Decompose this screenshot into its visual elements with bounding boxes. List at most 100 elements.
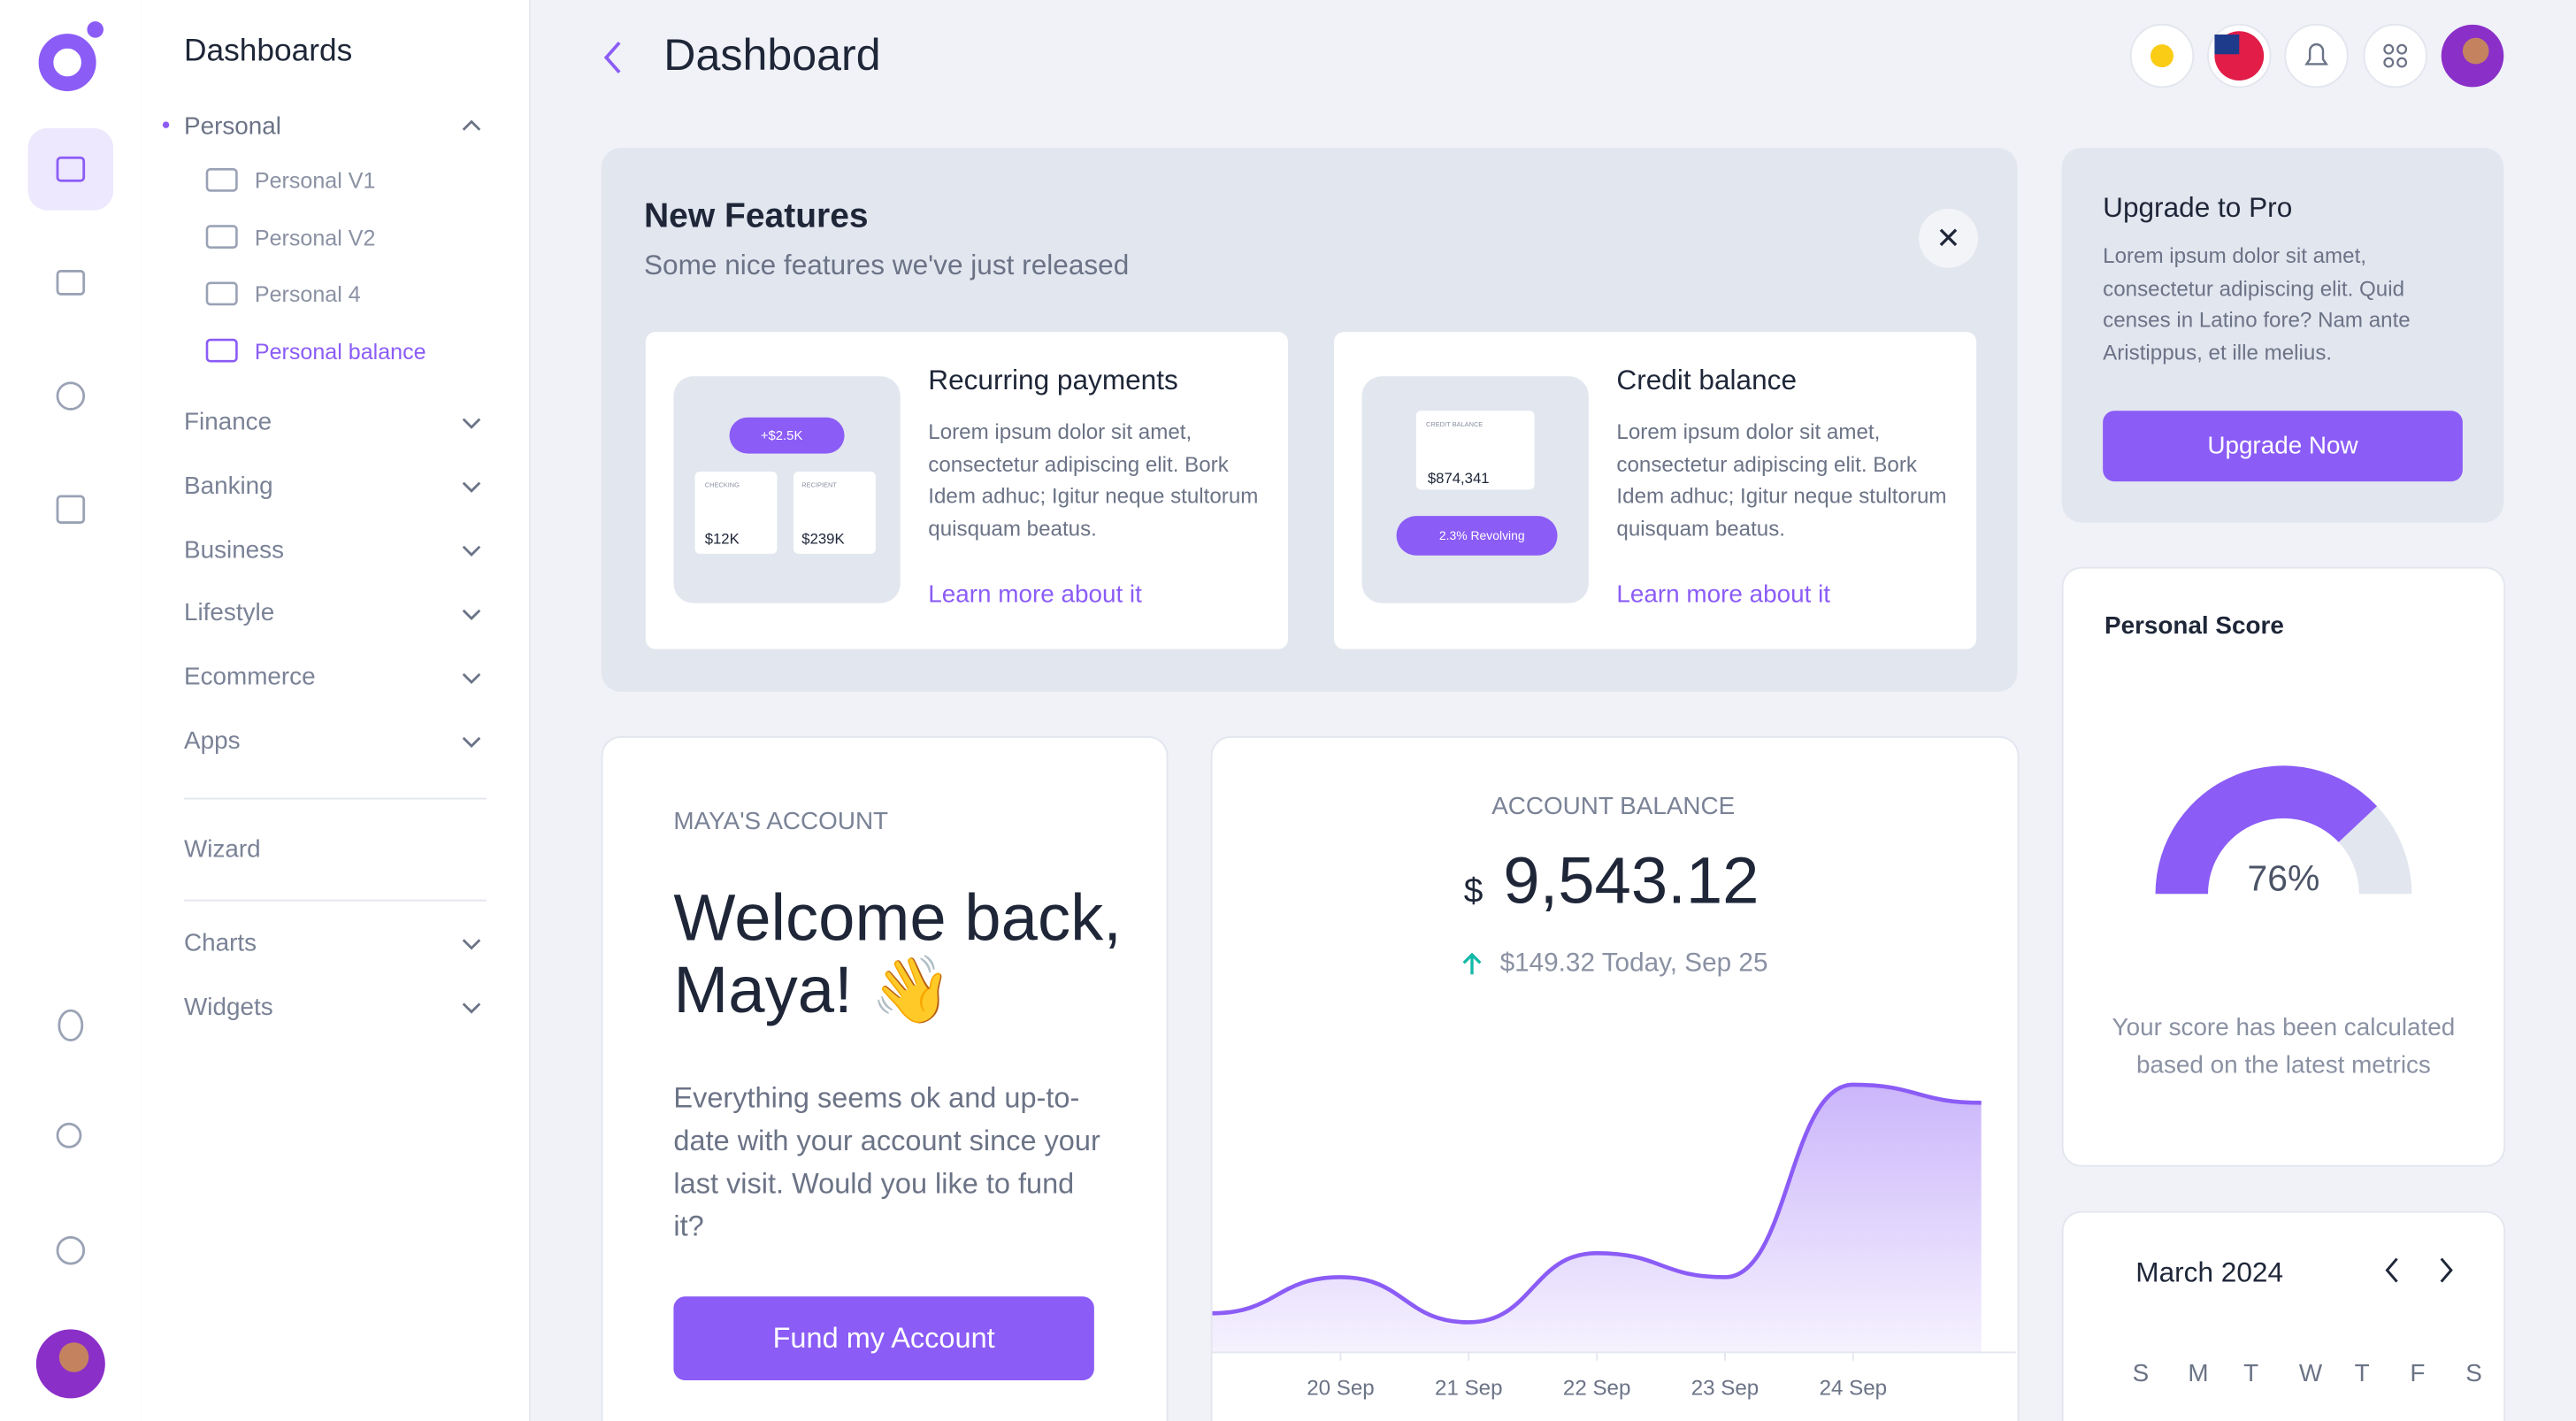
chevron bbox=[462, 736, 481, 749]
pill-text: +$2.5K bbox=[760, 427, 803, 443]
pill bbox=[729, 417, 845, 454]
icon[interactable] bbox=[56, 156, 86, 182]
line bbox=[1212, 1082, 1982, 1325]
score-card bbox=[2061, 566, 2506, 1167]
fund-button[interactable]: Fund my Account bbox=[673, 1296, 1094, 1381]
mini-label: RECIPIENT bbox=[801, 480, 837, 489]
features-subtitle: Some nice features we've just released bbox=[644, 250, 1130, 281]
icon[interactable] bbox=[58, 1009, 84, 1041]
x-tick-label: 21 Sep bbox=[1435, 1377, 1502, 1401]
card-text: Lorem ipsum dolor sit amet, consectetur … bbox=[928, 419, 1259, 541]
weekday: W bbox=[2298, 1359, 2323, 1388]
icon[interactable] bbox=[56, 270, 86, 296]
account-text: Everything seems ok and up-to-date with … bbox=[673, 1081, 1100, 1243]
mini-card bbox=[694, 472, 778, 554]
nav-group[interactable]: Lifestyle bbox=[184, 599, 275, 628]
nav-icon bbox=[205, 225, 238, 249]
nav-item[interactable]: Personal V1 bbox=[254, 168, 376, 194]
flag-canton bbox=[2214, 35, 2240, 55]
upgrade-button[interactable]: Upgrade Now bbox=[2103, 411, 2463, 482]
mini-label: CREDIT BALANCE bbox=[1426, 419, 1484, 428]
chevron bbox=[462, 672, 481, 685]
gauge-fill bbox=[2155, 765, 2378, 895]
nav-item[interactable]: Personal V2 bbox=[254, 225, 376, 250]
calendar-card bbox=[2061, 1210, 2506, 1421]
calendar-title: March 2024 bbox=[2135, 1256, 2284, 1289]
nav-group[interactable]: Widgets bbox=[184, 993, 273, 1021]
grid-dot bbox=[2396, 57, 2408, 68]
upgrade-title: Upgrade to Pro bbox=[2103, 192, 2293, 224]
balance-change: $149.32 Today, Sep 25 bbox=[1499, 949, 1768, 979]
rail-icons bbox=[27, 21, 114, 1399]
card-title: Recurring payments bbox=[928, 365, 1178, 396]
header-button[interactable] bbox=[2284, 23, 2349, 88]
chevron bbox=[462, 939, 481, 950]
score-title: Personal Score bbox=[2104, 611, 2284, 641]
logo bbox=[38, 34, 96, 92]
chevron bbox=[462, 418, 481, 429]
upgrade-text: Lorem ipsum dolor sit amet, consectetur … bbox=[2103, 242, 2411, 365]
nav-group[interactable]: Wizard bbox=[184, 835, 261, 864]
icon[interactable] bbox=[56, 1236, 86, 1265]
calendar-nav[interactable] bbox=[2373, 1252, 2465, 1288]
card-link[interactable]: Learn more about it bbox=[928, 580, 1142, 610]
gauge-label: 76% bbox=[2248, 858, 2320, 899]
nav-icon bbox=[205, 167, 238, 192]
header-button[interactable] bbox=[2363, 23, 2427, 88]
nav-group[interactable]: Personal bbox=[184, 112, 281, 141]
grid-dot bbox=[2383, 57, 2395, 68]
nav-item[interactable]: Personal 4 bbox=[254, 281, 361, 307]
welcome-title: Welcome back, Maya! 👋 bbox=[673, 882, 1122, 1027]
weekday: T bbox=[2243, 1359, 2259, 1388]
sun bbox=[2150, 44, 2174, 68]
mini-value: $239K bbox=[801, 530, 845, 548]
nav-group[interactable]: Business bbox=[184, 535, 285, 565]
logo-dot bbox=[87, 21, 104, 38]
grid-dot bbox=[2383, 43, 2395, 55]
icon[interactable] bbox=[56, 381, 86, 411]
x-tick-label: 23 Sep bbox=[1691, 1377, 1759, 1401]
chevron bbox=[462, 609, 481, 620]
x-tick-label: 22 Sep bbox=[1563, 1377, 1630, 1401]
nav-group[interactable]: Banking bbox=[184, 472, 273, 501]
mini-value: $12K bbox=[704, 530, 740, 548]
pill-text: 2.3% Revolving bbox=[1438, 528, 1525, 543]
avatar-face bbox=[2462, 37, 2489, 65]
icon[interactable] bbox=[56, 1122, 82, 1148]
close-button[interactable]: ✕ bbox=[1919, 208, 1979, 268]
avatar-face bbox=[58, 1342, 89, 1372]
bullet bbox=[162, 121, 170, 128]
balance-amount: 9,543.12 bbox=[1503, 845, 1760, 918]
back-icon[interactable] bbox=[592, 33, 641, 82]
page-title: Dashboard bbox=[663, 30, 881, 81]
grid-dot bbox=[2396, 43, 2408, 55]
features-title: New Features bbox=[644, 196, 869, 235]
nav-group[interactable]: Finance bbox=[184, 408, 272, 437]
nav-group[interactable]: Ecommerce bbox=[184, 663, 316, 692]
sidebar-title: Dashboards bbox=[184, 35, 353, 70]
icon[interactable] bbox=[56, 495, 86, 524]
weekday: M bbox=[2188, 1359, 2209, 1388]
nav-item[interactable]: Personal balance bbox=[254, 339, 426, 364]
chevron bbox=[462, 119, 481, 131]
chevron bbox=[462, 481, 481, 493]
chevron bbox=[462, 545, 481, 557]
weekday: F bbox=[2410, 1359, 2426, 1388]
weekday: S bbox=[2465, 1359, 2482, 1388]
nav-group[interactable]: Charts bbox=[184, 929, 257, 957]
balance-label: ACCOUNT BALANCE bbox=[1491, 793, 1736, 821]
x-tick-label: 24 Sep bbox=[1820, 1377, 1887, 1401]
card-link[interactable]: Learn more about it bbox=[1616, 580, 1831, 610]
chevron bbox=[462, 1002, 481, 1014]
score-text: Your score has been calculated based on … bbox=[2112, 1013, 2456, 1079]
nav-group[interactable]: Apps bbox=[184, 726, 241, 756]
active-bg bbox=[27, 127, 114, 211]
mini-value: $874,341 bbox=[1427, 470, 1490, 487]
card-text: Lorem ipsum dolor sit amet, consectetur … bbox=[1616, 419, 1947, 541]
mini-card bbox=[794, 472, 876, 554]
icon-rail bbox=[0, 0, 143, 1421]
mini-label: CHECKING bbox=[704, 480, 740, 489]
